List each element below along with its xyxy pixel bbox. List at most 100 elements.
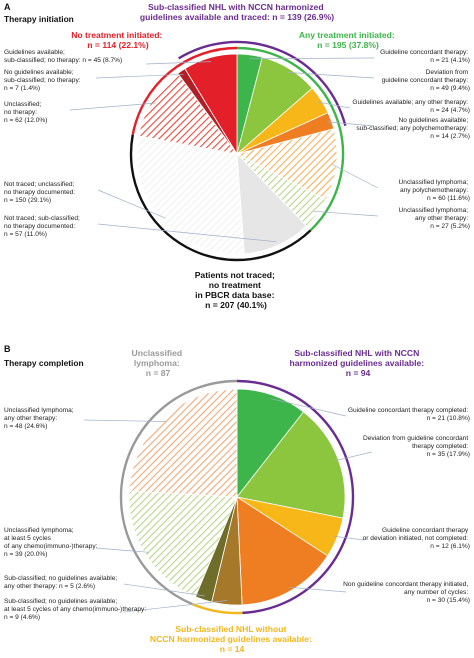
label-initiated-line3: n = 12 (6.1%) <box>430 543 470 550</box>
header-not-traced-line4: n = 207 (40.1%) <box>205 300 267 310</box>
label-sub-other-line1: Sub-classified; no guidelines available; <box>4 575 117 582</box>
header-without-nccn-line2: NCCN harmonized guidelines available: <box>150 634 312 644</box>
header-not-traced-line2: no treatment <box>209 280 261 290</box>
group-arc-subclassified <box>178 40 347 126</box>
label-non-gc-therapy: Non guideline concordant therapy initiat… <box>343 581 470 604</box>
header-no-treatment-line2: n = 114 (22.1%) <box>87 40 149 50</box>
label-uc-other-line3: n = 48 (24.6%) <box>4 423 47 430</box>
leader-uc-chemo <box>95 547 149 553</box>
header-unclassified-line1: Unclassified <box>131 348 182 358</box>
label-nt-sub-line2: no therapy documented: <box>4 223 75 230</box>
slice-non-guideline-concordant-therapy-initiated-any-n <box>236 496 329 606</box>
header-any-treatment-line2: n = 195 (37.8%) <box>317 40 379 50</box>
label-initiated-line1: Guideline concordant therapy <box>382 527 469 534</box>
leader-nt-unclass <box>97 189 166 219</box>
leader-nogl-no-therapy <box>95 73 184 79</box>
label-dev-line2: guideline concordant therapy: <box>382 77 469 84</box>
header-subclassified: Sub-classified NHL with NCCN harmonized … <box>140 2 334 22</box>
leader-uc-other <box>83 419 166 422</box>
label-not-traced-subclassified: Not traced; sub-classified; no therapy d… <box>4 215 82 238</box>
label-nogl-polychemo: No guidelines available; sub-classified;… <box>356 117 470 140</box>
pie-a <box>136 53 338 255</box>
header-unclassified-lymphoma: Unclassified lymphoma: n = 87 <box>131 348 184 378</box>
leader-gct-completed <box>270 398 347 417</box>
header-unclassified-line2: lymphoma: <box>134 358 180 368</box>
pie-a-leader-lines <box>69 57 379 243</box>
label-dev-completed-line1: Deviation from guideline concordant <box>363 435 468 442</box>
leader-unclass-poly <box>332 164 379 189</box>
header-with-nccn-line2: harmonized guidelines available: <box>289 358 424 368</box>
label-gl-other-therapy: Guidelines available; any other therapy:… <box>352 99 470 114</box>
label-uc-chemo-line1: Unclassified lymphoma; <box>4 527 74 534</box>
label-gl-no-therapy-line1: Guidelines available; <box>4 49 65 56</box>
label-unclass-no-therapy-line3: n = 62 (12.0%) <box>4 117 47 124</box>
leader-nt-sub <box>97 223 277 243</box>
label-dev-line1: Deviation from <box>426 69 469 76</box>
label-nogl-poly-line2: sub-classified; any polychemotherapy: <box>356 125 468 132</box>
panel-a: A Therapy initiation Sub-classified NHL … <box>4 2 470 310</box>
leader-unclass-no-therapy <box>69 102 156 111</box>
slice-not-traced-sub-classified-no-therapy-documented <box>236 152 307 255</box>
label-deviation: Deviation from guideline concordant ther… <box>382 69 470 92</box>
label-nongc-line2: any number of cycles: <box>404 589 468 596</box>
panel-b-title: Therapy completion <box>4 358 84 368</box>
header-not-traced-line3: in PBCR data base: <box>195 290 274 300</box>
label-sub-chemo-line1: Sub-classified; no guidelines available; <box>4 598 117 605</box>
slice-deviation-from-guideline-concordant-therapy-comp <box>236 411 346 519</box>
label-nogl-poly-line3: n = 14 (2.7%) <box>430 133 470 140</box>
label-nt-unclass-line1: Not traced; unclassified; <box>4 181 75 188</box>
label-gct: Guideline concordant therapy: n = 21 (4.… <box>380 49 470 64</box>
label-unclass-no-therapy-line1: Unclassified; <box>4 101 42 108</box>
label-nt-unclass-line3: n = 150 (29.1%) <box>4 197 51 204</box>
header-with-nccn: Sub-classified NHL with NCCN harmonized … <box>289 348 426 378</box>
header-subclassified-line2: guidelines available and traced: n = 139… <box>140 12 334 22</box>
label-unclass-other-line1: Unclassified lymphoma; <box>399 207 469 214</box>
group-arc-with-nccn <box>236 379 355 615</box>
slice-guideline-concordant-therapy-completed <box>236 388 305 499</box>
panel-a-letter: A <box>4 2 11 12</box>
header-without-nccn-line3: n = 14 <box>220 644 245 654</box>
label-gct-completed-line2: n = 21 (10.8%) <box>427 415 470 422</box>
label-nogl-no-therapy-line1: No guidelines available; <box>4 69 74 76</box>
header-no-treatment: No treatment initiated: n = 114 (22.1%) <box>71 30 165 50</box>
label-sub-chemo-line3: n = 9 (4.6%) <box>4 614 40 621</box>
header-with-nccn-line3: n = 94 <box>346 368 371 378</box>
label-gct-line2: n = 21 (4.1%) <box>430 57 470 64</box>
label-gl-no-therapy: Guidelines available; sub-classified; no… <box>4 49 122 64</box>
group-arc-no-treatment <box>131 46 238 135</box>
leader-nogl-poly <box>327 121 375 127</box>
label-dev-completed-line3: n = 35 (17.9%) <box>427 451 470 458</box>
label-uc-other-therapy: Unclassified lymphoma; any other therapy… <box>4 407 75 430</box>
label-uc-chemo-line3: of any chemo(immuno-)therapy: <box>4 543 98 550</box>
label-initiated-line2: or deviation initiated, not completed: <box>363 535 469 542</box>
label-sub-chemo: Sub-classified; no guidelines available;… <box>4 598 148 621</box>
label-nt-unclass-line2: no therapy documented: <box>4 189 75 196</box>
label-uc-chemo-line2: at least 5 cycles <box>4 535 52 542</box>
slice-unclassified-no-therapy <box>138 72 238 155</box>
label-not-traced-unclassified: Not traced; unclassified; no therapy doc… <box>4 181 77 204</box>
group-arc-unclassified <box>119 379 238 606</box>
label-gl-other-line1: Guidelines available; any other therapy: <box>352 99 468 106</box>
header-without-nccn-line1: Sub-classified NHL without <box>175 624 286 634</box>
pie-b-group-arcs <box>119 379 355 615</box>
label-nogl-no-therapy-line2: sub-classified; no therapy: <box>4 77 81 84</box>
header-without-nccn: Sub-classified NHL without NCCN harmoniz… <box>150 624 314 654</box>
header-not-traced: Patients not traced; no treatment in PBC… <box>195 270 278 310</box>
slice-guidelines-available-sub-classified-no-therapy <box>184 53 238 156</box>
leader-sub-chemo <box>123 600 228 613</box>
label-unclass-no-therapy: Unclassified; no therapy: n = 62 (12.0%) <box>4 101 47 124</box>
label-unclass-polychemo: Unclassified lymphoma; any polychemother… <box>399 179 470 202</box>
leader-dev-completed <box>334 451 373 462</box>
header-unclassified-line3: n = 87 <box>146 368 171 378</box>
slice-not-traced-unclassified-no-therapy-documented <box>136 135 245 255</box>
label-uc-chemo: Unclassified lymphoma; at least 5 cycles… <box>4 527 99 558</box>
header-subclassified-line1: Sub-classified NHL with NCCN harmonized <box>148 2 324 12</box>
label-sub-other-therapy: Sub-classified; no guidelines available;… <box>4 575 119 590</box>
header-not-traced-line1: Patients not traced; <box>195 270 275 280</box>
label-unclass-other: Unclassified lymphoma; any other therapy… <box>399 207 470 230</box>
label-nt-sub-line1: Not traced; sub-classified; <box>4 215 80 222</box>
label-unclass-poly-line3: n = 60 (11.6%) <box>427 195 470 202</box>
label-unclass-other-line3: n = 27 (5.2%) <box>430 223 470 230</box>
panel-a-title: Therapy initiation <box>4 14 74 24</box>
